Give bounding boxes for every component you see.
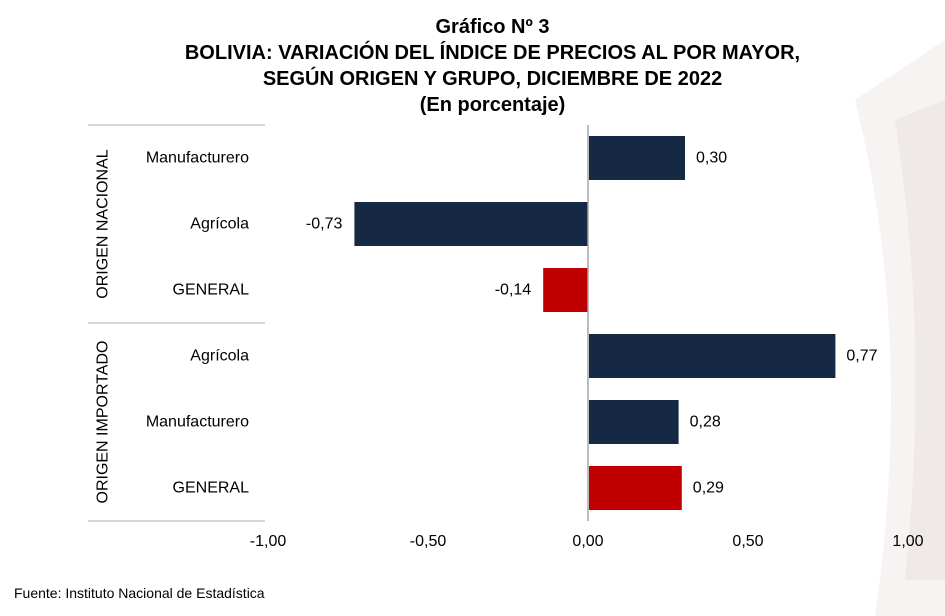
- x-tick-label: 0,50: [732, 533, 763, 550]
- bar: [589, 334, 836, 378]
- bar: [354, 202, 588, 246]
- data-label: 0,28: [690, 414, 721, 431]
- category-label: GENERAL: [173, 480, 250, 497]
- bar-chart: ORIGEN NACIONAL Manufacturero 0,30 Agrícola…: [88, 124, 924, 550]
- x-tick-label: -0,50: [410, 533, 447, 550]
- chart-subtitle-line-1: BOLIVIA: VARIACIÓN DEL ÍNDICE DE PRECIOS…: [184, 42, 801, 64]
- category-label: Manufacturero: [146, 150, 249, 167]
- chart-subtitle-line-2: SEGÚN ORIGEN Y GRUPO, DICIEMBRE DE 2022: [262, 68, 723, 90]
- category-label: Agrícola: [190, 348, 249, 365]
- source-note: Fuente: Instituto Nacional de Estadístic…: [14, 585, 265, 601]
- bar: [589, 400, 679, 444]
- group-label: ORIGEN IMPORTADO: [95, 341, 112, 504]
- category-label: GENERAL: [173, 282, 250, 299]
- x-tick-label: 0,00: [572, 533, 603, 550]
- chart-title-block: Gráfico Nº 3 BOLIVIA: VARIACIÓN DEL ÍNDI…: [0, 14, 945, 118]
- background-decoration: [855, 40, 945, 616]
- bar: [589, 466, 682, 510]
- data-label: -0,14: [495, 282, 532, 299]
- data-label: 0,30: [696, 150, 727, 167]
- x-tick-label: 1,00: [892, 533, 923, 550]
- chart-unit-label: (En porcentaje): [419, 94, 566, 116]
- category-label: Agrícola: [190, 216, 249, 233]
- bar: [589, 136, 685, 180]
- data-label: 0,29: [693, 480, 724, 497]
- x-tick-label: -1,00: [250, 533, 287, 550]
- category-label: Manufacturero: [146, 414, 249, 431]
- chart-title: Gráfico Nº 3: [435, 16, 550, 38]
- data-label: -0,73: [306, 216, 343, 233]
- bar: [543, 268, 588, 312]
- group-label: ORIGEN NACIONAL: [95, 149, 112, 298]
- data-label: 0,77: [846, 348, 877, 365]
